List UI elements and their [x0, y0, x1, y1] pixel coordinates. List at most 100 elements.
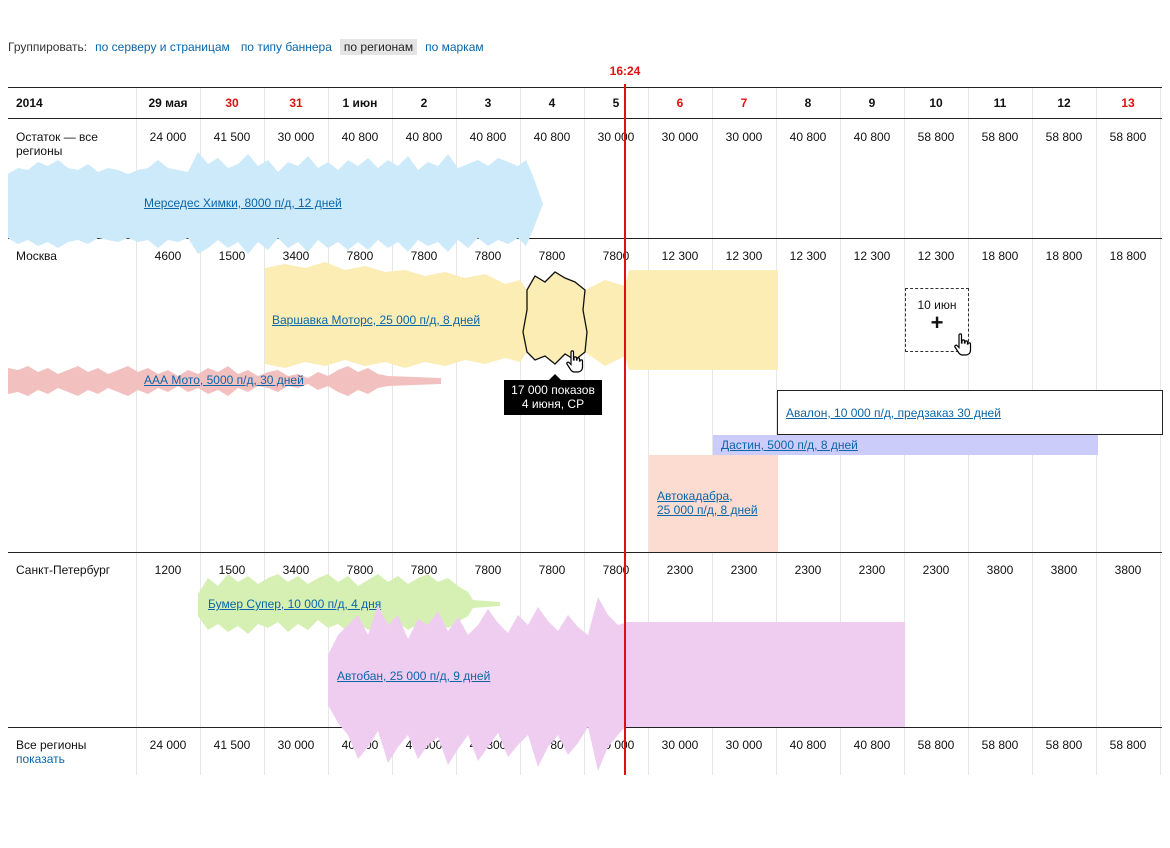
- availability-cell: 24 000: [149, 130, 187, 144]
- availability-cell: 41 500: [213, 738, 251, 752]
- day-header: 6: [676, 96, 684, 110]
- show-all-regions-link[interactable]: показать: [16, 752, 65, 766]
- availability-cell: 4600: [154, 249, 182, 263]
- row-divider-spb: [8, 552, 1162, 553]
- availability-cell: 58 800: [917, 738, 955, 752]
- day-header: 13: [1121, 96, 1135, 110]
- availability-cell: 40 800: [789, 130, 827, 144]
- day-header: 29 мая: [148, 96, 188, 110]
- band-avtokadabra[interactable]: [649, 455, 778, 552]
- varshavka-campaign-link[interactable]: Варшавка Моторс, 25 000 п/д, 8 дней: [272, 313, 481, 327]
- availability-cell: 58 800: [981, 738, 1019, 752]
- availability-cell: 40 800: [341, 130, 379, 144]
- availability-cell: 40 800: [533, 130, 571, 144]
- bumer-campaign-link[interactable]: Бумер Супер, 10 000 п/д, 4 дня: [208, 597, 382, 611]
- availability-cell: 30 000: [661, 738, 699, 752]
- column-divider: [392, 87, 393, 775]
- day-header: 10: [929, 96, 943, 110]
- avalon-campaign-link[interactable]: Авалон, 10 000 п/д, предзаказ 30 дней: [786, 406, 1001, 420]
- availability-cell: 18 800: [1109, 249, 1147, 263]
- current-time-line: [624, 84, 626, 775]
- group-option-regions[interactable]: по регионам: [339, 39, 418, 55]
- band-avalon[interactable]: [777, 390, 1163, 435]
- day-header: 12: [1057, 96, 1071, 110]
- day-header: 9: [868, 96, 876, 110]
- availability-cell: 2300: [858, 563, 886, 577]
- availability-cell: 3800: [1050, 563, 1078, 577]
- column-divider: [648, 87, 649, 775]
- availability-cell: 7800: [538, 249, 566, 263]
- band-bumer[interactable]: [198, 572, 503, 638]
- hand-cursor-icon-2: [954, 333, 972, 356]
- band-varshavka[interactable]: [265, 262, 779, 372]
- aaa-moto-campaign-link[interactable]: ААА Мото, 5000 п/д, 30 дней: [144, 373, 304, 387]
- availability-cell: 12 300: [725, 249, 763, 263]
- availability-cell: 41 500: [213, 130, 251, 144]
- tooltip-arrow: [549, 374, 561, 380]
- availability-cell: 7800: [538, 563, 566, 577]
- availability-cell: 24 000: [149, 738, 187, 752]
- availability-cell: 40 800: [853, 738, 891, 752]
- availability-cell: 7800: [410, 563, 438, 577]
- day-header: 30: [225, 96, 239, 110]
- row-label-moscow: Москва: [16, 249, 57, 263]
- band-aaa-moto[interactable]: [8, 364, 444, 398]
- day-header: 2: [420, 96, 428, 110]
- availability-cell: 7800: [346, 249, 374, 263]
- column-divider: [456, 87, 457, 775]
- availability-cell: 12 300: [917, 249, 955, 263]
- row-divider-moscow: [8, 238, 1162, 239]
- band-mercedes[interactable]: [8, 150, 548, 260]
- availability-cell: 3800: [1114, 563, 1142, 577]
- day-header: 5: [612, 96, 620, 110]
- tooltip-date: 4 июня, СР: [521, 397, 585, 411]
- availability-cell: 30 000: [725, 130, 763, 144]
- column-divider: [520, 87, 521, 775]
- availability-cell: 58 800: [1045, 738, 1083, 752]
- availability-cell: 7800: [602, 249, 630, 263]
- avtoban-campaign-link[interactable]: Автобан, 25 000 п/д, 9 дней: [337, 669, 491, 683]
- availability-cell: 1500: [218, 249, 246, 263]
- availability-cell: 58 800: [1045, 130, 1083, 144]
- row-label-remaining: Остаток — все регионы: [16, 130, 98, 158]
- column-divider: [776, 87, 777, 775]
- day-header: 7: [740, 96, 748, 110]
- avtokadabra-campaign-link-2[interactable]: 25 000 п/д, 8 дней: [657, 503, 758, 517]
- group-option-brands[interactable]: по маркам: [425, 40, 484, 54]
- row-label-spb: Санкт-Петербург: [16, 563, 111, 577]
- availability-cell: 40 800: [405, 130, 443, 144]
- band-avtoban[interactable]: [328, 595, 908, 775]
- group-option-banner-type[interactable]: по типу баннера: [240, 40, 332, 54]
- avtokadabra-campaign-link[interactable]: Автокадабра,: [657, 489, 733, 503]
- availability-cell: 30 000: [661, 130, 699, 144]
- availability-cell: 30 000: [277, 738, 315, 752]
- group-by-bar: Группировать: по серверу и страницам по …: [8, 38, 495, 56]
- availability-cell: 30 000: [597, 130, 635, 144]
- mercedes-campaign-link[interactable]: Мерседес Химки, 8000 п/д, 12 дней: [144, 196, 342, 210]
- availability-cell: 58 800: [981, 130, 1019, 144]
- column-divider: [584, 87, 585, 775]
- group-option-server-pages[interactable]: по серверу и страницам: [95, 40, 230, 54]
- availability-cell: 40 800: [789, 738, 827, 752]
- column-divider: [712, 87, 713, 775]
- band-dastin[interactable]: [713, 435, 1098, 455]
- availability-cell: 58 800: [1109, 738, 1147, 752]
- day-header: 1 июн: [342, 96, 378, 110]
- tooltip-impressions: 17 000 показов: [511, 383, 595, 397]
- day-header: 31: [289, 96, 303, 110]
- plus-icon: +: [930, 310, 944, 335]
- header-top-divider: [8, 87, 1162, 88]
- column-divider: [328, 87, 329, 775]
- all-regions-label: Все регионы: [16, 738, 87, 752]
- add-booking-slot[interactable]: 10 июн +: [905, 288, 969, 352]
- availability-cell: 1200: [154, 563, 182, 577]
- header-bottom-divider: [8, 118, 1162, 119]
- current-time-label: 16:24: [609, 64, 641, 78]
- availability-cell: 3800: [986, 563, 1014, 577]
- column-divider: [200, 87, 201, 775]
- day-header: 8: [804, 96, 812, 110]
- hand-cursor-icon: [566, 350, 584, 373]
- day-header: 4: [548, 96, 556, 110]
- dastin-campaign-link[interactable]: Дастин, 5000 п/д, 8 дней: [721, 438, 858, 452]
- row-label-all-regions: Все регионы показать: [16, 738, 128, 766]
